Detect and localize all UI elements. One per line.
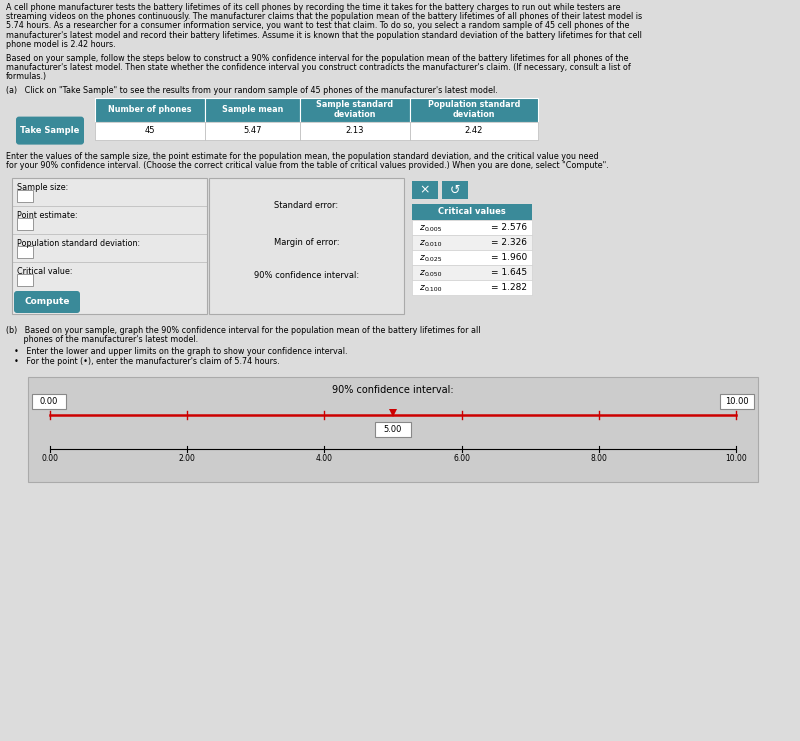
Bar <box>720 393 754 409</box>
Text: 8.00: 8.00 <box>590 453 607 463</box>
Text: 45: 45 <box>145 126 155 135</box>
Text: z: z <box>419 223 424 232</box>
FancyBboxPatch shape <box>14 291 80 313</box>
Bar <box>12 178 207 314</box>
Text: Population standard deviation:: Population standard deviation: <box>17 239 140 248</box>
Bar <box>17 218 33 230</box>
Text: Point estimate:: Point estimate: <box>17 211 78 220</box>
Text: = 1.282: = 1.282 <box>491 283 527 292</box>
Bar <box>300 98 410 122</box>
Text: 2.00: 2.00 <box>178 453 196 463</box>
FancyBboxPatch shape <box>16 116 84 144</box>
Text: 5.47: 5.47 <box>243 126 262 135</box>
Bar <box>205 122 300 139</box>
Text: Margin of error:: Margin of error: <box>274 238 339 247</box>
Text: phone model is 2.42 hours.: phone model is 2.42 hours. <box>6 40 116 49</box>
Bar <box>410 98 538 122</box>
Bar <box>412 250 532 265</box>
Text: 0.00: 0.00 <box>40 396 58 406</box>
Bar <box>32 393 66 409</box>
Text: Sample mean: Sample mean <box>222 105 283 114</box>
Text: 6.00: 6.00 <box>453 453 470 463</box>
Text: = 1.645: = 1.645 <box>491 268 527 277</box>
Text: Compute: Compute <box>24 297 70 307</box>
Text: = 2.576: = 2.576 <box>491 223 527 232</box>
Text: A cell phone manufacturer tests the battery lifetimes of its cell phones by reco: A cell phone manufacturer tests the batt… <box>6 3 621 12</box>
Text: 5.00: 5.00 <box>384 425 402 433</box>
Text: manufacturer's latest model. Then state whether the confidence interval you cons: manufacturer's latest model. Then state … <box>6 63 630 72</box>
Bar <box>412 181 438 199</box>
Bar <box>209 178 404 314</box>
Text: 0.010: 0.010 <box>425 242 442 247</box>
Text: streaming videos on the phones continuously. The manufacturer claims that the po: streaming videos on the phones continuou… <box>6 12 642 21</box>
Bar <box>95 122 205 139</box>
Text: 90% confidence interval:: 90% confidence interval: <box>332 385 454 395</box>
Text: manufacturer's latest model and record their battery lifetimes. Assume it is kno: manufacturer's latest model and record t… <box>6 30 642 39</box>
Text: Critical values: Critical values <box>438 207 506 216</box>
Text: Sample standard
deviation: Sample standard deviation <box>317 100 394 119</box>
Bar <box>442 181 468 199</box>
Text: for your 90% confidence interval. (Choose the correct critical value from the ta: for your 90% confidence interval. (Choos… <box>6 161 609 170</box>
Text: 2.42: 2.42 <box>465 126 483 135</box>
Text: Enter the values of the sample size, the point estimate for the population mean,: Enter the values of the sample size, the… <box>6 152 598 161</box>
Text: Based on your sample, follow the steps below to construct a 90% confidence inter: Based on your sample, follow the steps b… <box>6 54 629 63</box>
Bar <box>412 204 532 220</box>
Bar <box>375 422 411 436</box>
Text: ×: × <box>420 184 430 196</box>
Bar <box>17 190 33 202</box>
Bar <box>28 377 758 482</box>
Text: z: z <box>419 238 424 247</box>
Text: Population standard
deviation: Population standard deviation <box>428 100 520 119</box>
Bar <box>95 98 205 122</box>
Text: = 2.326: = 2.326 <box>491 238 527 247</box>
Text: ↺: ↺ <box>450 184 460 196</box>
Text: 10.00: 10.00 <box>725 396 749 406</box>
Text: 90% confidence interval:: 90% confidence interval: <box>254 271 359 281</box>
Text: •   Enter the lower and upper limits on the graph to show your confidence interv: • Enter the lower and upper limits on th… <box>14 348 347 356</box>
Bar <box>300 122 410 139</box>
Text: 10.00: 10.00 <box>725 453 747 463</box>
Text: 0.025: 0.025 <box>425 257 442 262</box>
Text: formulas.): formulas.) <box>6 73 47 82</box>
Text: 0.00: 0.00 <box>42 453 58 463</box>
Bar <box>412 280 532 295</box>
Bar <box>412 220 532 235</box>
Text: z: z <box>419 283 424 292</box>
Bar <box>205 98 300 122</box>
Text: Sample size:: Sample size: <box>17 183 68 192</box>
Text: 0.050: 0.050 <box>425 272 442 277</box>
Text: 4.00: 4.00 <box>316 453 333 463</box>
Bar <box>410 122 538 139</box>
Text: Critical value:: Critical value: <box>17 267 73 276</box>
Text: (a)   Click on "Take Sample" to see the results from your random sample of 45 ph: (a) Click on "Take Sample" to see the re… <box>6 86 498 95</box>
Text: •   For the point (•), enter the manufacturer's claim of 5.74 hours.: • For the point (•), enter the manufactu… <box>14 356 280 365</box>
Text: = 1.960: = 1.960 <box>490 253 527 262</box>
Text: 0.005: 0.005 <box>425 227 442 232</box>
Bar <box>17 246 33 258</box>
Bar <box>17 274 33 286</box>
Text: (b)   Based on your sample, graph the 90% confidence interval for the population: (b) Based on your sample, graph the 90% … <box>6 326 481 335</box>
Text: Take Sample: Take Sample <box>20 126 80 135</box>
Text: phones of the manufacturer's latest model.: phones of the manufacturer's latest mode… <box>6 335 198 345</box>
Text: Number of phones: Number of phones <box>108 105 192 114</box>
Text: z: z <box>419 268 424 277</box>
Bar <box>412 265 532 280</box>
Text: Standard error:: Standard error: <box>274 202 338 210</box>
Text: 2.13: 2.13 <box>346 126 364 135</box>
Text: 0.100: 0.100 <box>425 287 442 292</box>
Text: 5.74 hours. As a researcher for a consumer information service, you want to test: 5.74 hours. As a researcher for a consum… <box>6 21 630 30</box>
Text: z: z <box>419 253 424 262</box>
Bar <box>412 235 532 250</box>
